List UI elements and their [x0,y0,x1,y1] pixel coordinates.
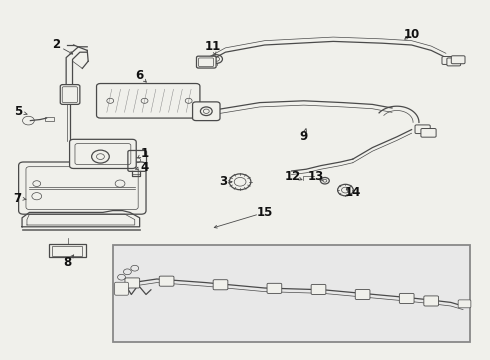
FancyBboxPatch shape [159,276,174,286]
FancyBboxPatch shape [70,139,136,168]
Text: 15: 15 [256,206,273,219]
FancyBboxPatch shape [415,125,430,134]
FancyBboxPatch shape [196,56,216,68]
Text: 5: 5 [15,105,23,118]
FancyBboxPatch shape [311,284,326,294]
Text: 7: 7 [13,192,21,204]
FancyBboxPatch shape [213,280,228,290]
FancyBboxPatch shape [193,102,220,121]
FancyBboxPatch shape [125,278,140,288]
FancyBboxPatch shape [267,283,282,293]
Text: 6: 6 [136,69,144,82]
FancyBboxPatch shape [447,58,461,66]
Bar [52,246,82,256]
Bar [113,245,470,342]
Text: 14: 14 [344,186,361,199]
FancyBboxPatch shape [115,282,128,295]
FancyBboxPatch shape [442,57,456,64]
Text: 2: 2 [52,39,60,51]
Text: 10: 10 [403,28,420,41]
Text: 8: 8 [64,256,72,269]
FancyBboxPatch shape [399,293,414,303]
FancyBboxPatch shape [355,289,370,300]
Text: 9: 9 [300,130,308,143]
Text: 1: 1 [141,147,148,159]
FancyBboxPatch shape [424,296,439,306]
Text: 11: 11 [205,40,221,53]
FancyBboxPatch shape [458,300,471,308]
Text: 4: 4 [141,161,148,174]
FancyBboxPatch shape [60,85,80,104]
FancyBboxPatch shape [97,84,200,118]
Text: 3: 3 [219,175,227,188]
Text: 13: 13 [308,170,324,183]
Text: 12: 12 [284,170,301,183]
Bar [45,117,54,121]
FancyBboxPatch shape [451,56,465,64]
FancyBboxPatch shape [421,129,436,137]
Bar [49,244,86,257]
